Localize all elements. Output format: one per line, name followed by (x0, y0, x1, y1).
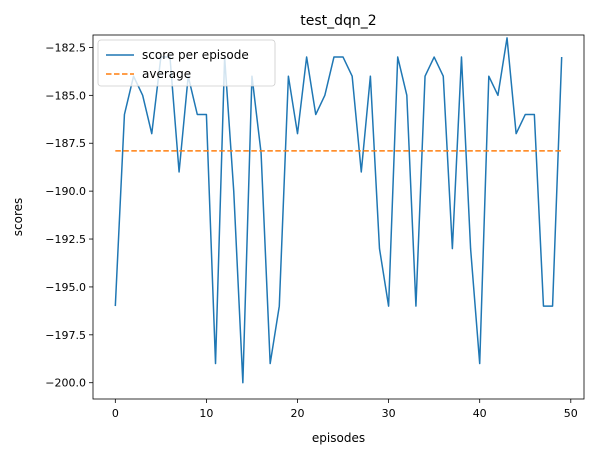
y-tick-label: −182.5 (45, 41, 86, 54)
y-tick-label: −187.5 (45, 137, 86, 150)
y-axis-label: scores (11, 198, 25, 237)
chart-title: test_dqn_2 (300, 13, 376, 29)
legend-entry-label: score per episode (142, 48, 249, 62)
x-tick-label: 50 (564, 407, 578, 420)
x-axis-label: episodes (312, 431, 365, 445)
x-tick-label: 0 (112, 407, 119, 420)
y-tick-label: −192.5 (45, 233, 86, 246)
y-tick-label: −197.5 (45, 329, 86, 342)
legend: score per episode average (98, 40, 275, 86)
x-tick-label: 30 (382, 407, 396, 420)
y-tick-label: −195.0 (45, 281, 86, 294)
legend-entry-label: average (142, 67, 191, 81)
y-tick-label: −185.0 (45, 89, 86, 102)
y-tick-label: −190.0 (45, 185, 86, 198)
x-tick-label: 10 (199, 407, 213, 420)
x-tick-label: 40 (473, 407, 487, 420)
y-tick-label: −200.0 (45, 377, 86, 390)
x-tick-label: 20 (291, 407, 305, 420)
